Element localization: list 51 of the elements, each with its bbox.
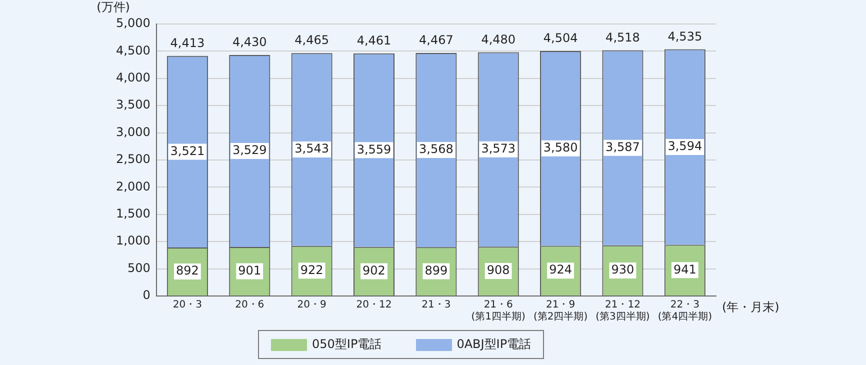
y-tick-label: 5,000: [116, 16, 150, 30]
x-axis-title: (年・月末): [722, 300, 780, 314]
data-label: 3,543: [294, 142, 329, 156]
total-label: 4,430: [232, 35, 267, 50]
y-axis-title: (万件): [96, 0, 130, 14]
data-label: 902: [362, 263, 386, 278]
total-label: 4,518: [606, 30, 640, 44]
x-tick-label: 20・12: [356, 300, 392, 311]
x-tick-label: 21・6 (第1四半期): [471, 300, 526, 323]
total-label: 4,467: [418, 33, 454, 48]
x-tick-label: 22・3 (第4四半期): [658, 300, 712, 323]
x-tick-label: 20・6: [235, 300, 264, 311]
data-label: 941: [673, 262, 696, 276]
data-label: 3,521: [170, 144, 205, 158]
total-label: 4,461: [356, 33, 392, 48]
y-tick-label: 1,000: [116, 234, 150, 248]
y-tick-label: 4,000: [116, 70, 150, 85]
data-label: 899: [424, 263, 448, 278]
data-label: 908: [486, 263, 510, 278]
data-label: 3,594: [668, 139, 702, 154]
data-label: 924: [549, 262, 572, 277]
y-tick-label: 500: [127, 260, 150, 275]
data-label: 3,568: [418, 142, 454, 156]
x-tick-label: 20・9: [297, 300, 326, 311]
total-label: 4,465: [294, 33, 329, 48]
y-tick-label: 4,500: [116, 43, 150, 58]
legend-label: 0ABJ型IP電話: [456, 336, 532, 353]
y-tick-label: 3,000: [116, 124, 150, 139]
data-label: 3,580: [543, 140, 578, 154]
total-label: 4,480: [481, 32, 516, 46]
data-label: 901: [238, 263, 262, 278]
x-tick-label: 21・9 (第2四半期): [533, 300, 588, 323]
data-label: 3,559: [356, 142, 392, 156]
x-tick-label: 20・3: [172, 300, 202, 311]
total-label: 4,504: [543, 31, 578, 46]
data-label: 3,529: [232, 143, 267, 158]
x-tick-label: 21・3: [422, 300, 451, 311]
data-label: 3,573: [481, 142, 516, 156]
y-tick-label: 1,500: [116, 206, 150, 221]
total-label: 4,535: [668, 29, 702, 44]
x-tick-label: 21・12 (第3四半期): [596, 300, 650, 323]
legend-label: 050型IP電話: [312, 336, 382, 353]
data-label: 892: [176, 264, 199, 278]
data-label: 3,587: [606, 140, 640, 154]
y-tick-label: 3,500: [116, 98, 150, 112]
total-label: 4,413: [170, 36, 205, 50]
y-tick-label: 0: [142, 288, 150, 302]
data-label: 930: [611, 262, 634, 277]
y-tick-label: 2,000: [116, 179, 150, 194]
data-label: 922: [300, 262, 324, 277]
y-tick-label: 2,500: [116, 152, 150, 166]
